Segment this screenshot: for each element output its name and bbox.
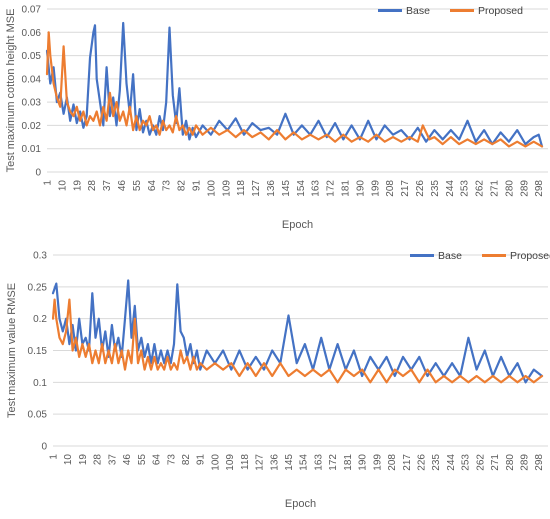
series-line-base — [51, 279, 544, 384]
x-axis-title: Epoch — [282, 219, 313, 231]
series-line-base — [45, 21, 544, 148]
x-tick-label: 46 — [122, 454, 133, 466]
x-tick-label: 181 — [343, 454, 354, 471]
x-tick-label: 163 — [313, 454, 324, 471]
x-axis-title: Epoch — [285, 498, 316, 510]
legend-label-proposed: Proposed — [510, 250, 550, 262]
x-tick-label: 46 — [117, 180, 128, 192]
x-tick-label: 37 — [107, 454, 118, 466]
x-tick-label: 118 — [240, 454, 251, 470]
y-axis-title: Test maximum value RMSE — [6, 283, 18, 418]
x-tick-label: 244 — [446, 454, 457, 471]
x-tick-label: 64 — [152, 454, 163, 466]
x-tick-label: 73 — [166, 454, 177, 466]
y-tick-label: 0.07 — [22, 5, 42, 16]
y-tick-label: 0.2 — [33, 314, 47, 325]
x-tick-label: 190 — [355, 180, 366, 197]
x-tick-label: 55 — [132, 180, 143, 192]
y-tick-label: 0.1 — [33, 378, 47, 389]
y-tick-label: 0 — [35, 168, 41, 179]
chart-max-value-rmse: 00.050.10.150.20.250.31 10 19 28 37 46 55 64 73 8… — [6, 250, 550, 510]
x-tick-label: 28 — [93, 454, 104, 466]
y-tick-label: 0 — [41, 442, 47, 453]
x-tick-label: 37 — [102, 180, 113, 192]
x-tick-label: 289 — [519, 180, 530, 197]
x-tick-label: 10 — [57, 180, 68, 192]
x-tick-label: 190 — [358, 454, 369, 471]
x-tick-label: 91 — [191, 180, 202, 192]
x-tick-label: 280 — [505, 454, 516, 471]
x-tick-label: 226 — [415, 180, 426, 197]
x-tick-label: 82 — [181, 454, 192, 466]
x-tick-label: 154 — [299, 454, 310, 471]
x-tick-label: 163 — [311, 180, 322, 197]
x-tick-label: 181 — [340, 180, 351, 197]
x-tick-label: 253 — [461, 454, 472, 471]
x-tick-label: 244 — [445, 180, 456, 197]
x-tick-label: 145 — [284, 454, 295, 471]
y-tick-label: 0.04 — [22, 74, 42, 85]
legend-label-base: Base — [406, 5, 430, 17]
x-tick-label: 235 — [430, 180, 441, 197]
x-tick-label: 253 — [460, 180, 471, 197]
x-tick-label: 226 — [416, 454, 427, 471]
x-tick-label: 91 — [196, 454, 207, 466]
x-tick-label: 235 — [431, 454, 442, 471]
chart-cotton-height-mse: 0 0.01 0.02 0.03 0.04 0.05 0.06 0.07 1 10 19 28 37 46… — [5, 5, 548, 231]
x-tick-label: 10 — [63, 454, 74, 466]
x-tick-label: 208 — [387, 454, 398, 471]
legend-label-proposed: Proposed — [478, 5, 523, 17]
y-tick-label: 0.05 — [28, 410, 48, 421]
x-tick-label: 19 — [78, 454, 89, 466]
x-tick-label: 172 — [328, 454, 339, 471]
x-tick-label: 217 — [402, 454, 413, 471]
y-axis-title: Test maximum cotton height MSE — [5, 9, 17, 173]
y-tick-label: 0.01 — [22, 144, 42, 155]
x-tick-label: 154 — [296, 180, 307, 197]
x-tick-label: 109 — [225, 454, 236, 471]
x-tick-label: 127 — [251, 180, 262, 197]
x-tick-label: 262 — [475, 180, 486, 197]
y-tick-label: 0.06 — [22, 28, 42, 39]
y-tick-label: 0.03 — [22, 98, 42, 109]
x-tick-label: 271 — [489, 180, 500, 197]
x-tick-label: 136 — [269, 454, 280, 471]
x-tick-label: 1 — [43, 180, 54, 186]
x-tick-label: 298 — [534, 180, 545, 197]
x-tick-label: 64 — [147, 180, 158, 192]
series-line-proposed — [45, 31, 544, 148]
x-tick-label: 298 — [534, 454, 545, 471]
x-tick-label: 19 — [72, 180, 83, 192]
y-tick-label: 0.05 — [22, 51, 42, 62]
x-tick-label: 100 — [206, 180, 217, 197]
x-tick-label: 28 — [87, 180, 98, 192]
y-tick-label: 0.15 — [28, 346, 48, 357]
x-tick-label: 271 — [490, 454, 501, 471]
y-tick-label: 0.3 — [33, 251, 47, 262]
x-tick-label: 208 — [385, 180, 396, 197]
x-tick-label: 280 — [504, 180, 515, 197]
legend-label-base: Base — [438, 250, 462, 262]
x-tick-label: 289 — [520, 454, 531, 471]
x-tick-label: 100 — [210, 454, 221, 471]
x-tick-label: 136 — [266, 180, 277, 197]
x-tick-label: 145 — [281, 180, 292, 197]
x-tick-label: 172 — [326, 180, 337, 197]
x-tick-label: 1 — [49, 454, 60, 460]
x-tick-label: 55 — [137, 454, 148, 466]
y-tick-label: 0.25 — [28, 282, 48, 293]
x-tick-label: 217 — [400, 180, 411, 197]
x-tick-label: 262 — [475, 454, 486, 471]
series-line-proposed — [51, 298, 544, 384]
x-tick-label: 109 — [221, 180, 232, 197]
x-tick-label: 199 — [370, 180, 381, 197]
x-tick-label: 199 — [372, 454, 383, 471]
x-tick-label: 127 — [255, 454, 266, 471]
y-tick-label: 0.02 — [22, 121, 42, 132]
x-tick-label: 118 — [236, 180, 247, 196]
x-tick-label: 82 — [177, 180, 188, 192]
x-tick-label: 73 — [162, 180, 173, 192]
